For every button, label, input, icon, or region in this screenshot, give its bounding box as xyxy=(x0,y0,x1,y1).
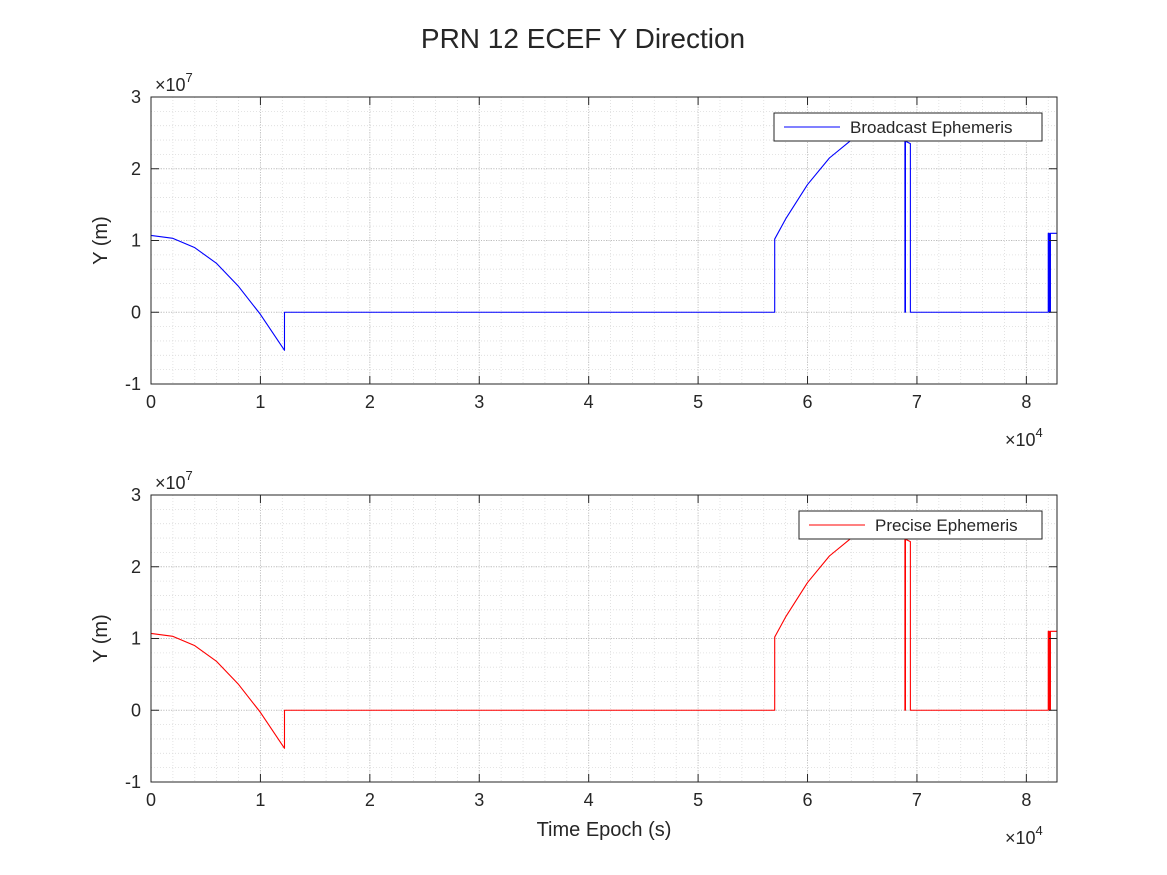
x-tick-label: 1 xyxy=(255,392,265,412)
x-tick-label: 0 xyxy=(146,392,156,412)
x-tick-label: 7 xyxy=(912,790,922,810)
x-tick-label: 8 xyxy=(1021,790,1031,810)
x-tick-label: 7 xyxy=(912,392,922,412)
y-exponent-power: 7 xyxy=(186,70,193,85)
y-tick-label: 2 xyxy=(131,159,141,179)
y-tick-label: -1 xyxy=(125,374,141,394)
y-axis-label: Y (m) xyxy=(90,216,112,265)
x-tick-label: 2 xyxy=(365,392,375,412)
x-tick-label: 2 xyxy=(365,790,375,810)
x-tick-label: 5 xyxy=(693,392,703,412)
x-tick-label: 4 xyxy=(584,392,594,412)
x-exponent-power: 4 xyxy=(1036,425,1043,440)
y-tick-label: 0 xyxy=(131,700,141,720)
x-axis-label: Time Epoch (s) xyxy=(537,819,672,841)
y-tick-label: 2 xyxy=(131,557,141,577)
legend: Precise Ephemeris xyxy=(798,510,1043,540)
figure-title: PRN 12 ECEF Y Direction xyxy=(421,23,745,54)
y-tick-label: 3 xyxy=(131,87,141,107)
legend-entry-label: Broadcast Ephemeris xyxy=(850,118,1013,137)
x-exponent-power: 4 xyxy=(1036,823,1043,838)
x-tick-label: 8 xyxy=(1021,392,1031,412)
y-axis-label: Y (m) xyxy=(90,614,112,663)
x-tick-label: 0 xyxy=(146,790,156,810)
x-tick-label: 6 xyxy=(803,790,813,810)
y-tick-label: 3 xyxy=(131,485,141,505)
x-tick-label: 4 xyxy=(584,790,594,810)
x-tick-label: 5 xyxy=(693,790,703,810)
x-tick-label: 6 xyxy=(803,392,813,412)
x-exponent-label: ×104 xyxy=(1005,823,1043,848)
y-exponent-power: 7 xyxy=(186,468,193,483)
y-tick-label: 1 xyxy=(131,629,141,649)
y-tick-label: 1 xyxy=(131,231,141,251)
y-tick-label: -1 xyxy=(125,772,141,792)
y-tick-label: 0 xyxy=(131,302,141,322)
x-tick-label: 3 xyxy=(474,790,484,810)
legend-entry-label: Precise Ephemeris xyxy=(875,516,1018,535)
y-exponent-label: ×107 xyxy=(155,70,193,95)
y-exponent-label: ×107 xyxy=(155,468,193,493)
legend: Broadcast Ephemeris xyxy=(773,112,1043,142)
x-tick-label: 1 xyxy=(255,790,265,810)
x-tick-label: 3 xyxy=(474,392,484,412)
x-exponent-label: ×104 xyxy=(1005,425,1043,450)
